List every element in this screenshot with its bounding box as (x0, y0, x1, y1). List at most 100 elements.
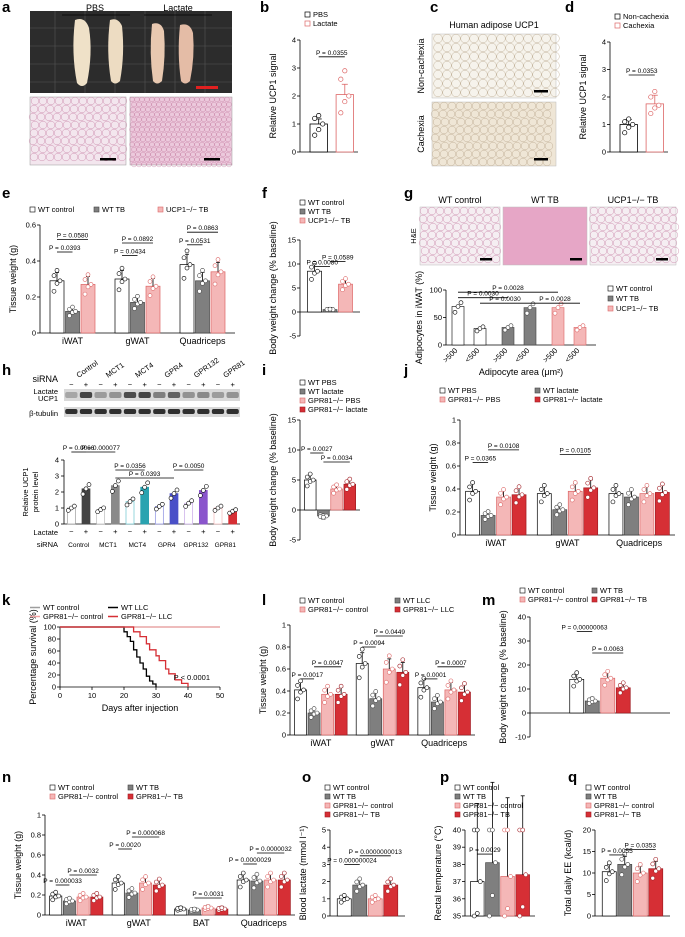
adipocyte-cell (436, 246, 446, 256)
adipocyte-cell (652, 214, 662, 224)
legend-swatch (304, 20, 311, 27)
y-tick-label: 39 (453, 843, 461, 852)
h-ylabel: Relative UCP1 (21, 467, 30, 516)
adipocyte-cell (518, 109, 528, 119)
adipocyte-cell (511, 149, 521, 159)
data-point (626, 124, 632, 130)
adipocyte-cell (447, 101, 457, 111)
adipocyte-cell (534, 109, 544, 119)
p-value-label: P = 0.000068 (126, 830, 165, 837)
adipocyte-cell (427, 230, 437, 240)
adipocyte-cell (495, 149, 505, 159)
data-point (189, 498, 194, 504)
legend-label: GPR81−/− LLC (121, 612, 173, 621)
adipocyte-cell (484, 222, 494, 232)
adipocyte-cell (483, 230, 493, 240)
panel-label-h: h (2, 362, 11, 379)
legend-label: UCP1−/− TB (308, 216, 350, 225)
adipocyte-cell (523, 78, 533, 89)
adipocyte-cell (541, 78, 551, 89)
data-point (359, 664, 365, 670)
adipocyte-cell (472, 117, 482, 127)
legend-label: GPR81−/− LLC (403, 605, 455, 614)
y-tick-label: 1 (282, 621, 286, 630)
adipocyte-cell (76, 112, 86, 122)
adipocyte-cell (512, 117, 522, 127)
adipocyte-cell (110, 96, 120, 106)
adipocyte-cell (471, 149, 481, 159)
data-point (572, 480, 578, 485)
y-tick-label: 38 (453, 860, 461, 869)
legend-swatch (591, 587, 598, 594)
legend-label: WT control (43, 603, 79, 612)
h-lactate-sign: + (201, 527, 206, 536)
h-lactate-sign: + (201, 380, 206, 389)
h-group-bottom: MCT4 (128, 542, 146, 549)
p-value-label: P = 0.0105 (559, 448, 591, 455)
data-point (251, 875, 257, 880)
data-point (555, 305, 561, 310)
y-tick-label: 4 (55, 456, 59, 465)
adipocyte-cell (440, 141, 450, 151)
data-point (328, 691, 333, 697)
y-tick-label: 15 (288, 236, 296, 245)
p-value-label: P = 0.0000029 (229, 857, 272, 864)
data-point (465, 689, 470, 695)
bar-GPR81−/− PBS-iWAT (496, 496, 511, 536)
adipocyte-cell (541, 42, 551, 53)
data-point (641, 487, 647, 492)
adipocyte-cell (482, 214, 492, 224)
legend-swatch (585, 793, 592, 800)
p-value-label: P = 0.0028 (539, 296, 571, 303)
data-point (82, 291, 88, 297)
data-point (97, 894, 103, 900)
adipocyte-cell (670, 246, 680, 256)
data-point (541, 483, 547, 488)
p-value-label: P = 0.0001 (415, 672, 447, 679)
legend-swatch (127, 784, 134, 791)
adipocyte-cell (438, 133, 448, 143)
data-point (619, 872, 625, 878)
adipocyte-cell (447, 125, 457, 135)
adipocyte-cell (456, 141, 466, 151)
data-point (72, 503, 77, 509)
y-tick-label: 0.8 (446, 439, 456, 448)
data-point (383, 679, 389, 685)
h-group-bottom: GPR132 (184, 542, 209, 549)
adipocyte-cell (451, 51, 461, 62)
h-lactate-sign: + (84, 380, 89, 389)
data-point (200, 268, 205, 273)
adipocyte-cell (526, 109, 536, 119)
data-point (122, 276, 128, 282)
x-tick-label: Quadriceps (241, 918, 288, 928)
y-axis-title: Tissue weight (g) (258, 646, 268, 714)
data-point (342, 68, 348, 74)
legend-label: GPR81−/− TB (463, 810, 510, 819)
data-point (132, 306, 137, 311)
adipocyte-cell (117, 104, 127, 114)
adipocyte-cell (447, 149, 457, 159)
y-tick-label: 0 (292, 506, 296, 515)
y-tick-label: 0 (55, 520, 59, 529)
p-value-label: P = 0.0589 (322, 255, 354, 262)
legend-label: WT PBS (448, 386, 477, 395)
bar-GPR81−/− control-Quadriceps (444, 689, 458, 736)
adipocyte-cell (604, 238, 614, 248)
adipocyte-cell (613, 254, 623, 264)
adipocyte-cell (472, 141, 482, 151)
adipocyte-cell (225, 136, 231, 143)
x-tick-label: 0 (58, 691, 62, 700)
adipocyte-cell (460, 60, 470, 71)
adipocyte-cell (470, 133, 480, 143)
adipocyte-cell (433, 33, 443, 44)
data-point (588, 487, 594, 493)
adipocyte-cell (448, 141, 458, 151)
adipocyte-cell (527, 149, 537, 159)
bar-GPR81−/− PBS-Quadriceps (639, 493, 655, 536)
data-point (150, 286, 156, 291)
data-point (370, 692, 376, 698)
data-point (314, 710, 320, 716)
y-tick-label: 0.4 (276, 687, 286, 696)
data-point (557, 502, 563, 507)
data-point (370, 703, 376, 709)
